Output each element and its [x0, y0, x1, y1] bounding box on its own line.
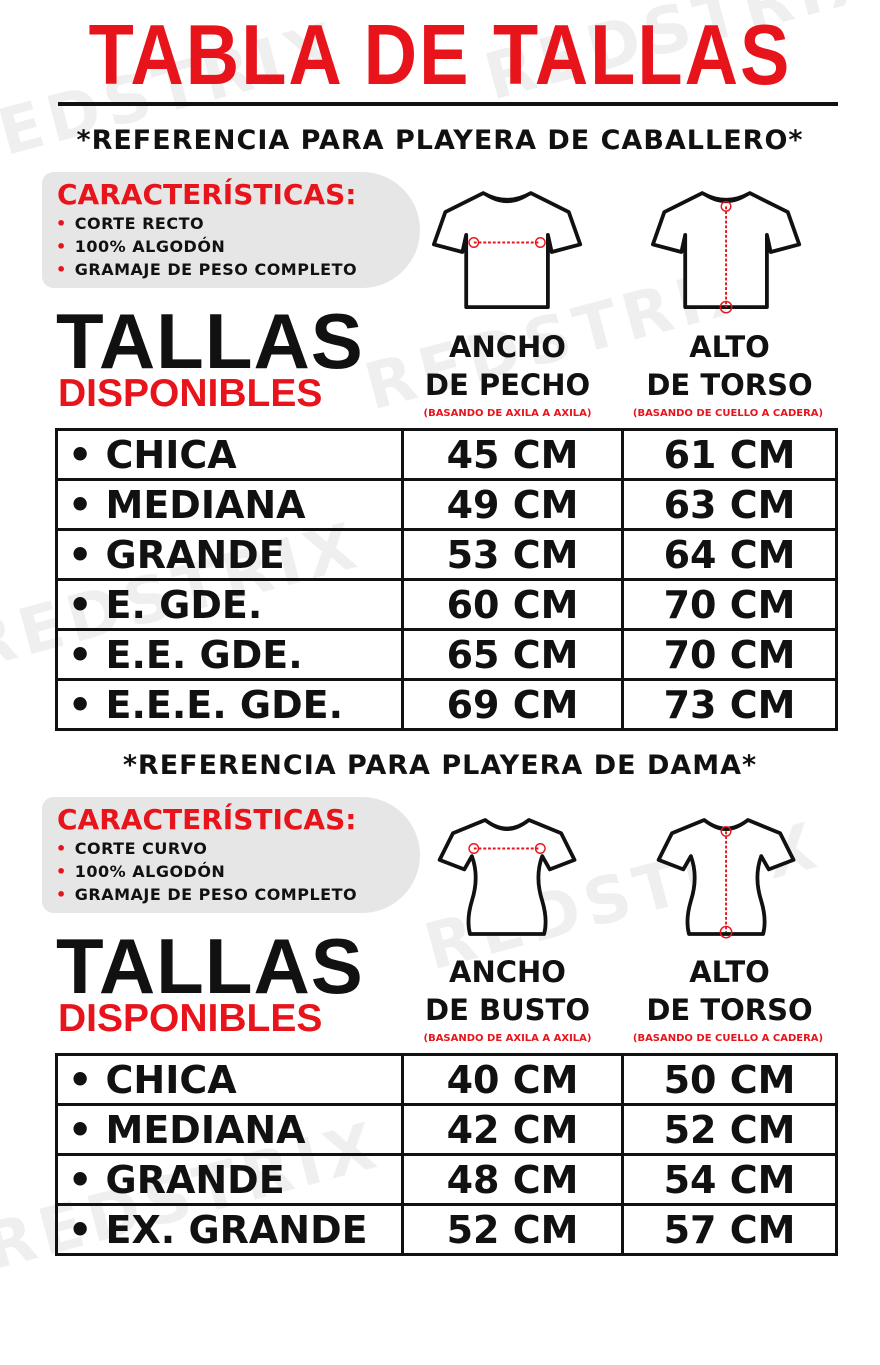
width-note: (BASANDO DE AXILA A AXILA): [423, 408, 592, 419]
width-header-line2: DE PECHO: [424, 368, 591, 402]
size-width-value: 60 CM: [401, 581, 621, 628]
width-column-header: ANCHO DE BUSTO: [405, 953, 610, 1029]
size-width-value: 45 CM: [401, 431, 621, 478]
size-name: • GRANDE: [68, 532, 285, 577]
width-column-header: ANCHO DE PECHO: [405, 328, 610, 404]
size-name: • CHICA: [68, 1057, 237, 1102]
size-section: *REFERENCIA PARA PLAYERA DE CABALLERO* CA…: [0, 120, 880, 740]
size-width-value: 49 CM: [401, 481, 621, 528]
disponibles-heading: DISPONIBLES: [58, 372, 323, 415]
size-row: • EX. GRANDE 52 CM 57 CM: [58, 1203, 835, 1253]
width-header-line1: ANCHO: [449, 330, 566, 364]
feature-item: • GRAMAJE DE PESO COMPLETO: [56, 885, 357, 904]
size-width-value: 42 CM: [401, 1106, 621, 1153]
feature-item: • CORTE CURVO: [56, 839, 207, 858]
size-length-value: 50 CM: [621, 1056, 835, 1103]
size-row: • CHICA 45 CM 61 CM: [58, 431, 835, 478]
size-row: • GRANDE 48 CM 54 CM: [58, 1153, 835, 1203]
bullet-icon: •: [56, 885, 67, 904]
womens-tshirt-icon-chest: [437, 818, 577, 936]
bullet-icon: •: [56, 839, 67, 858]
size-length-value: 70 CM: [621, 631, 835, 678]
mens-tshirt-icon-length: [651, 191, 802, 314]
size-row: • MEDIANA 42 CM 52 CM: [58, 1103, 835, 1153]
size-name: • EX. GRANDE: [68, 1207, 368, 1252]
size-length-value: 63 CM: [621, 481, 835, 528]
size-length-value: 61 CM: [621, 431, 835, 478]
size-name: • E.E.E. GDE.: [68, 682, 344, 727]
size-width-value: 48 CM: [401, 1156, 621, 1203]
length-header-line1: ALTO: [689, 330, 770, 364]
womens-tshirt-icon-length: [656, 818, 796, 939]
length-header-line2: DE TORSO: [646, 368, 813, 402]
feature-label: CORTE RECTO: [74, 214, 205, 233]
size-length-value: 57 CM: [621, 1206, 835, 1253]
feature-item: • GRAMAJE DE PESO COMPLETO: [56, 260, 357, 279]
length-column-header: ALTO DE TORSO: [622, 328, 837, 404]
size-width-value: 65 CM: [401, 631, 621, 678]
width-note: (BASANDO DE AXILA A AXILA): [423, 1033, 592, 1044]
size-table: • CHICA 45 CM 61 CM • MEDIANA 49 CM 63 CM • GR…: [55, 428, 838, 731]
size-width-value: 69 CM: [401, 681, 621, 728]
feature-label: GRAMAJE DE PESO COMPLETO: [74, 260, 358, 279]
feature-label: 100% ALGODÓN: [74, 237, 226, 256]
size-name: • MEDIANA: [68, 1107, 306, 1152]
size-width-value: 52 CM: [401, 1206, 621, 1253]
size-length-value: 70 CM: [621, 581, 835, 628]
size-row: • MEDIANA 49 CM 63 CM: [58, 478, 835, 528]
size-name: • E. GDE.: [68, 582, 263, 627]
length-header-line1: ALTO: [689, 955, 770, 989]
size-length-value: 52 CM: [621, 1106, 835, 1153]
bullet-icon: •: [56, 862, 67, 881]
size-length-value: 54 CM: [621, 1156, 835, 1203]
width-header-line2: DE BUSTO: [425, 993, 590, 1027]
size-name: • E.E. GDE.: [68, 632, 303, 677]
mens-tshirt-icon-chest: [432, 191, 583, 309]
size-length-value: 64 CM: [621, 531, 835, 578]
page-title: TABLA DE TALLAS: [88, 7, 792, 103]
size-table: • CHICA 40 CM 50 CM • MEDIANA 42 CM 52 CM • GR…: [55, 1053, 838, 1256]
feature-item: • 100% ALGODÓN: [56, 862, 225, 881]
feature-label: 100% ALGODÓN: [74, 862, 226, 881]
size-row: • E.E.E. GDE. 69 CM 73 CM: [58, 678, 835, 728]
size-name: • GRANDE: [68, 1157, 285, 1202]
length-column-header: ALTO DE TORSO: [622, 953, 837, 1029]
features-title: CARACTERÍSTICAS:: [57, 178, 357, 211]
bullet-icon: •: [56, 237, 67, 256]
feature-item: • CORTE RECTO: [56, 214, 204, 233]
length-header-line2: DE TORSO: [646, 993, 813, 1027]
size-width-value: 53 CM: [401, 531, 621, 578]
length-note: (BASANDO DE CUELLO A CADERA): [632, 1033, 824, 1044]
features-panel: CARACTERÍSTICAS: • CORTE CURVO • 100% ALGODÓ…: [42, 797, 420, 913]
feature-label: GRAMAJE DE PESO COMPLETO: [74, 885, 358, 904]
title-divider: [58, 102, 838, 106]
size-row: • E. GDE. 60 CM 70 CM: [58, 578, 835, 628]
size-length-value: 73 CM: [621, 681, 835, 728]
size-row: • E.E. GDE. 65 CM 70 CM: [58, 628, 835, 678]
bullet-icon: •: [56, 214, 67, 233]
length-note: (BASANDO DE CUELLO A CADERA): [632, 408, 824, 419]
tallas-heading: TALLAS: [56, 922, 364, 1010]
size-row: • GRANDE 53 CM 64 CM: [58, 528, 835, 578]
size-section: *REFERENCIA PARA PLAYERA DE DAMA* CARACTE…: [0, 745, 880, 1365]
size-name: • MEDIANA: [68, 482, 306, 527]
feature-item: • 100% ALGODÓN: [56, 237, 225, 256]
section-subtitle: *REFERENCIA PARA PLAYERA DE DAMA*: [122, 750, 758, 781]
size-name: • CHICA: [68, 432, 237, 477]
tallas-heading: TALLAS: [56, 297, 364, 385]
size-row: • CHICA 40 CM 50 CM: [58, 1056, 835, 1103]
width-header-line1: ANCHO: [449, 955, 566, 989]
section-subtitle: *REFERENCIA PARA PLAYERA DE CABALLERO*: [76, 125, 804, 156]
features-panel: CARACTERÍSTICAS: • CORTE RECTO • 100% ALGODÓ…: [42, 172, 420, 288]
size-width-value: 40 CM: [401, 1056, 621, 1103]
bullet-icon: •: [56, 260, 67, 279]
disponibles-heading: DISPONIBLES: [58, 997, 323, 1040]
feature-label: CORTE CURVO: [74, 839, 208, 858]
features-title: CARACTERÍSTICAS:: [57, 803, 357, 836]
